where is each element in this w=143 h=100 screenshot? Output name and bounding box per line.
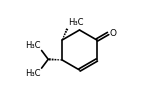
Text: H₃C: H₃C [25,69,41,78]
Text: H₃C: H₃C [68,18,84,27]
Text: H₃C: H₃C [25,41,41,50]
Text: O: O [109,29,116,38]
